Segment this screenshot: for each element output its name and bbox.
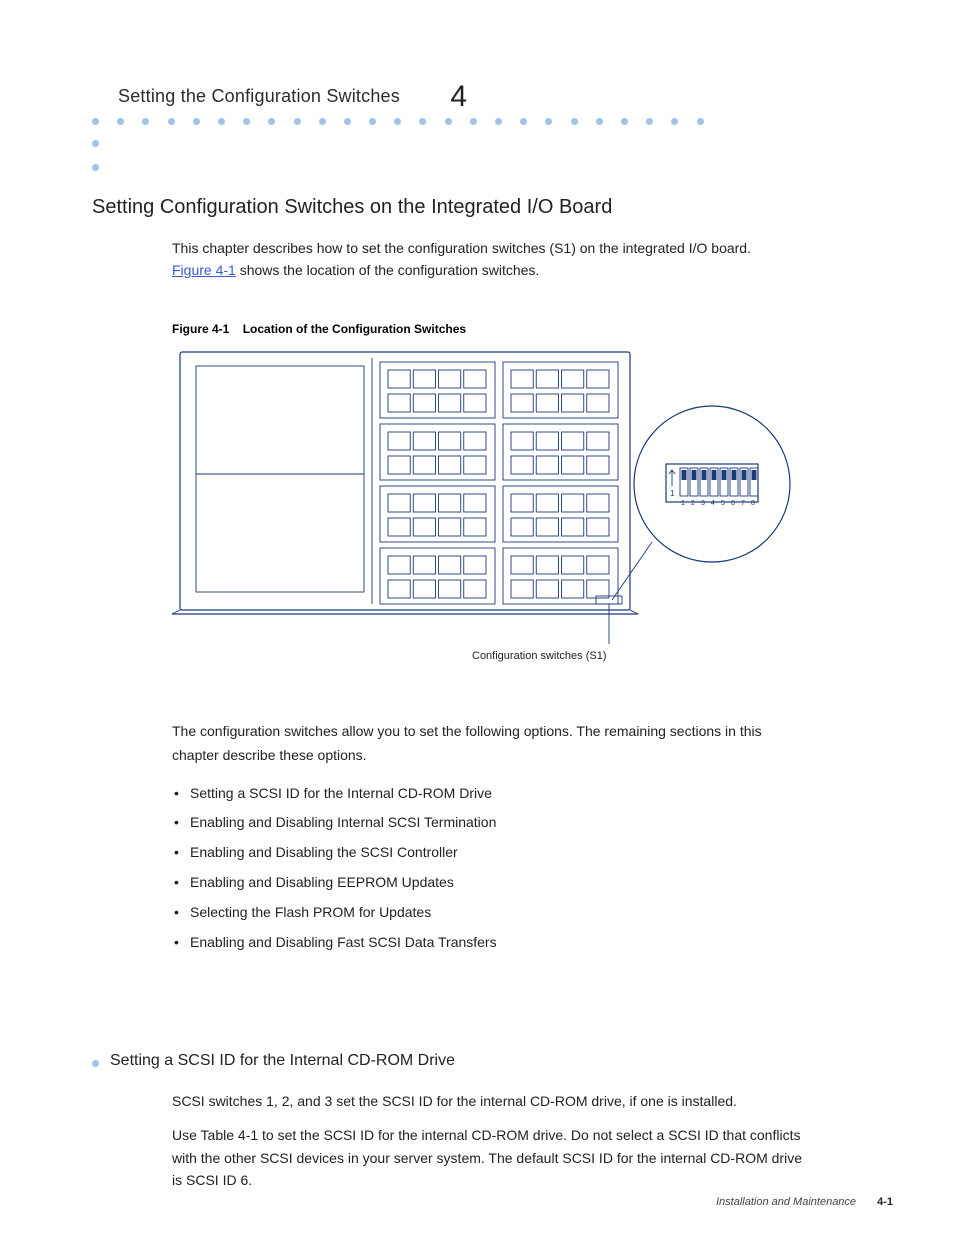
dot-icon [243, 118, 250, 125]
dot-icon [495, 118, 502, 125]
intro-paragraph: This chapter describes how to set the co… [172, 238, 792, 281]
dot-icon [344, 118, 351, 125]
bullet-dot-icon [92, 1060, 99, 1067]
section-bullet-label: Enabling and Disabling EEPROM Updates [190, 874, 454, 890]
section-bullet-label: Enabling and Disabling the SCSI Controll… [190, 844, 458, 860]
page-footer: Installation and Maintenance 4-1 [716, 1196, 893, 1208]
chapter-title: Setting the Configuration Switches [118, 86, 400, 106]
subsection-heading: Setting a SCSI ID for the Internal CD-RO… [110, 1052, 455, 1070]
separator-dots-vertical [92, 140, 99, 171]
intro-text-after: shows the location of the configuration … [240, 262, 540, 278]
dot-icon [268, 118, 275, 125]
sections-intro: The configuration switches allow you to … [172, 720, 812, 768]
dot-icon [646, 118, 653, 125]
section-list: The configuration switches allow you to … [172, 720, 812, 954]
figure-caption: Figure 4-1 Location of the Configuration… [172, 322, 802, 336]
dot-icon [92, 164, 99, 171]
sub-paragraph-2: Use Table 4-1 to set the SCSI ID for the… [172, 1124, 812, 1191]
dot-icon [419, 118, 426, 125]
sub-paragraph-1: SCSI switches 1, 2, and 3 set the SCSI I… [172, 1090, 812, 1112]
sub-p2-before: Use [172, 1127, 201, 1143]
dot-icon [117, 118, 124, 125]
dot-icon [520, 118, 527, 125]
intro-text-before: This chapter describes how to set the co… [172, 240, 751, 256]
svg-text:7: 7 [741, 500, 745, 507]
section-bullet-label: Enabling and Disabling Fast SCSI Data Tr… [190, 934, 497, 950]
footer-book-title: Installation and Maintenance [716, 1196, 856, 1208]
svg-text:2: 2 [691, 500, 695, 507]
diagram-svg: 1 12345678 [172, 344, 802, 644]
section-bullet: Setting a SCSI ID for the Internal CD-RO… [172, 782, 812, 806]
chapter-number: 4 [450, 80, 467, 113]
section-bullet: Selecting the Flash PROM for Updates [172, 901, 812, 925]
table-xref: Table 4-1 [201, 1127, 259, 1143]
dot-icon [369, 118, 376, 125]
sub-p2-after: to set the SCSI ID for the internal CD-R… [172, 1127, 802, 1188]
dot-icon [294, 118, 301, 125]
dot-icon [545, 118, 552, 125]
figure-xref-link[interactable]: Figure 4-1 [172, 262, 236, 278]
dot-icon [193, 118, 200, 125]
dot-icon [671, 118, 678, 125]
dot-icon [470, 118, 477, 125]
svg-text:5: 5 [721, 500, 725, 507]
separator-dots-row [92, 118, 704, 125]
dot-icon [142, 118, 149, 125]
dot-icon [621, 118, 628, 125]
section-bullet-label: Selecting the Flash PROM for Updates [190, 904, 431, 920]
section-bullet: Enabling and Disabling Internal SCSI Ter… [172, 811, 812, 835]
switch-up-label: 1 [670, 489, 675, 498]
svg-text:3: 3 [701, 500, 705, 507]
section-bullet-label: Enabling and Disabling Internal SCSI Ter… [190, 814, 496, 830]
dot-icon [596, 118, 603, 125]
dot-icon [319, 118, 326, 125]
svg-text:6: 6 [731, 500, 735, 507]
dot-icon [445, 118, 452, 125]
dot-icon [394, 118, 401, 125]
dot-icon [92, 118, 99, 125]
svg-text:8: 8 [751, 500, 755, 507]
dot-icon [697, 118, 704, 125]
footer-page-number: 4-1 [877, 1196, 893, 1208]
section-bullet: Enabling and Disabling the SCSI Controll… [172, 841, 812, 865]
dot-icon [92, 140, 99, 147]
section-heading: Setting Configuration Switches on the In… [92, 196, 612, 219]
callout-label: Configuration switches (S1) [472, 650, 607, 662]
figure-block: Figure 4-1 Location of the Configuration… [172, 322, 802, 674]
section-bullet: Enabling and Disabling EEPROM Updates [172, 871, 812, 895]
svg-text:1: 1 [681, 500, 685, 507]
chapter-heading: Setting the Configuration Switches 4 [118, 80, 467, 114]
svg-text:4: 4 [711, 500, 715, 507]
dot-icon [571, 118, 578, 125]
dot-icon [168, 118, 175, 125]
figure-title: Location of the Configuration Switches [243, 322, 466, 336]
section-bullet-label: Setting a SCSI ID for the Internal CD-RO… [190, 785, 492, 801]
figure-number: Figure 4-1 [172, 322, 229, 336]
section-bullet: Enabling and Disabling Fast SCSI Data Tr… [172, 931, 812, 955]
subsection-body: SCSI switches 1, 2, and 3 set the SCSI I… [172, 1090, 812, 1204]
dot-icon [218, 118, 225, 125]
diagram: 1 12345678 Configuration switches (S1) [172, 344, 782, 674]
